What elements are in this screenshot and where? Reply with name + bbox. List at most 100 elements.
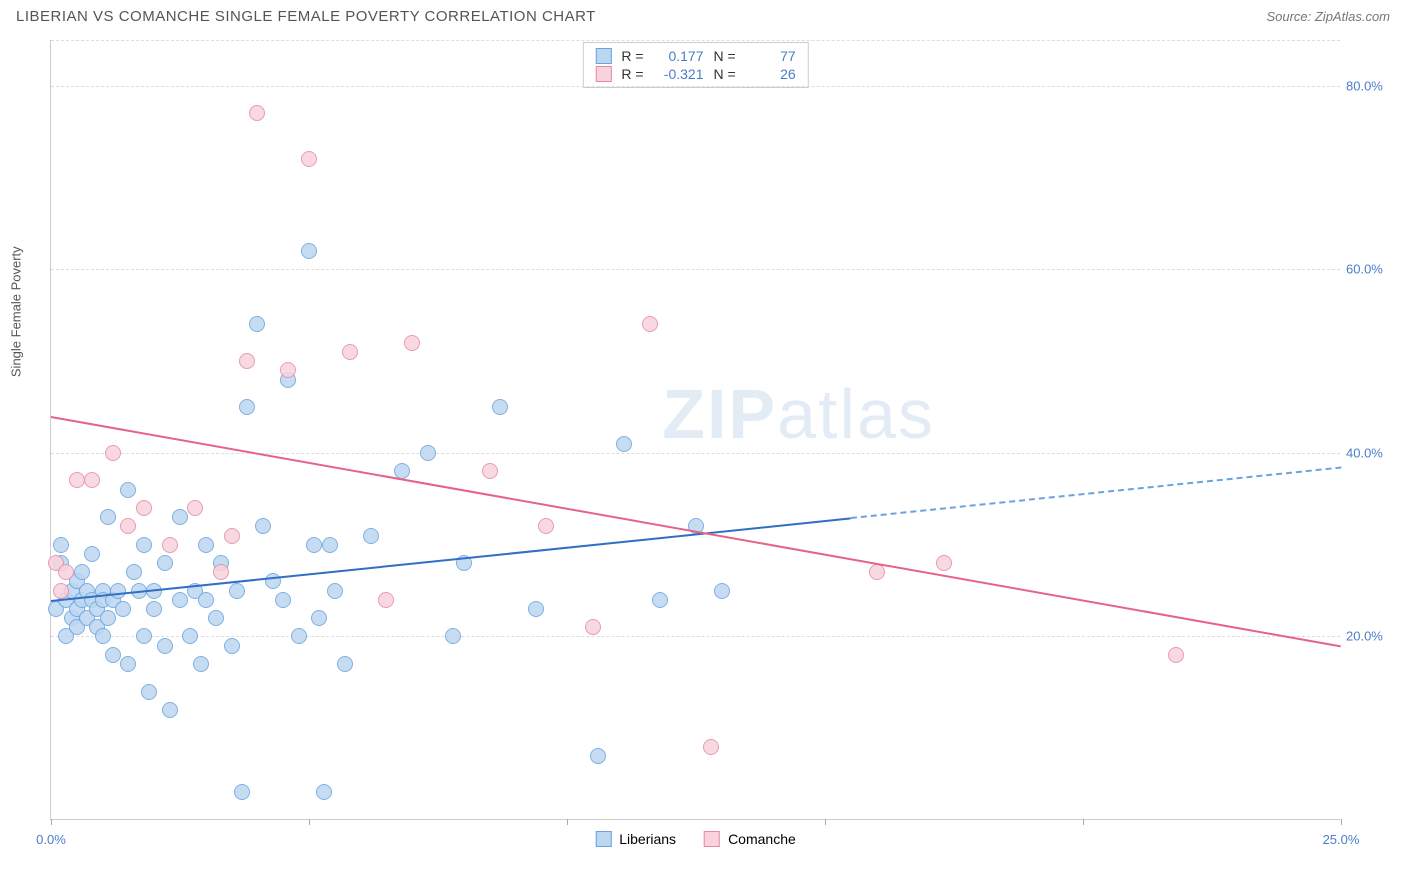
scatter-point [162,702,178,718]
scatter-point [590,748,606,764]
scatter-point [249,316,265,332]
scatter-point [100,509,116,525]
scatter-point [136,500,152,516]
scatter-point [74,564,90,580]
scatter-point [213,564,229,580]
scatter-point [193,656,209,672]
trend-line [51,416,1341,647]
scatter-point [84,546,100,562]
scatter-point [342,344,358,360]
x-tick [309,819,310,825]
scatter-point [136,628,152,644]
x-tick [51,819,52,825]
x-tick [825,819,826,825]
scatter-point [538,518,554,534]
scatter-point [120,482,136,498]
scatter-point [445,628,461,644]
scatter-point [187,500,203,516]
chart-container: Single Female Poverty ZIPatlas R = 0.177… [50,40,1390,830]
bottom-legend-liberians: Liberians [595,831,676,847]
scatter-point [311,610,327,626]
scatter-point [69,472,85,488]
scatter-point [84,472,100,488]
scatter-point [224,528,240,544]
scatter-point [249,105,265,121]
n-label: N = [714,66,736,82]
scatter-point [239,399,255,415]
scatter-point [105,445,121,461]
r-value-liberians: 0.177 [654,48,704,64]
scatter-point [198,537,214,553]
scatter-point [162,537,178,553]
scatter-point [224,638,240,654]
plot-area: ZIPatlas R = 0.177 N = 77 R = -0.321 N =… [50,40,1340,820]
scatter-point [172,592,188,608]
scatter-point [936,555,952,571]
scatter-point [301,243,317,259]
n-value-comanche: 26 [746,66,796,82]
scatter-point [420,445,436,461]
r-value-comanche: -0.321 [654,66,704,82]
swatch-comanche [595,66,611,82]
y-tick-label: 60.0% [1340,262,1390,277]
scatter-point [869,564,885,580]
scatter-point [280,362,296,378]
gridline [51,40,1340,41]
scatter-point [100,610,116,626]
y-axis-title: Single Female Poverty [9,246,24,377]
x-tick [1083,819,1084,825]
scatter-point [275,592,291,608]
scatter-point [404,335,420,351]
scatter-point [528,601,544,617]
bottom-legend-comanche: Comanche [704,831,796,847]
x-tick [567,819,568,825]
watermark-light: atlas [777,375,935,453]
scatter-point [703,739,719,755]
scatter-point [234,784,250,800]
scatter-point [482,463,498,479]
scatter-point [492,399,508,415]
scatter-point [642,316,658,332]
scatter-point [337,656,353,672]
scatter-point [363,528,379,544]
scatter-point [110,583,126,599]
gridline [51,636,1340,637]
swatch-liberians [595,48,611,64]
legend-row-liberians: R = 0.177 N = 77 [595,47,795,65]
scatter-point [291,628,307,644]
watermark-bold: ZIP [662,375,777,453]
scatter-point [306,537,322,553]
source-attribution: Source: ZipAtlas.com [1266,9,1390,24]
scatter-point [105,647,121,663]
scatter-point [1168,647,1184,663]
legend-row-comanche: R = -0.321 N = 26 [595,65,795,83]
scatter-point [120,518,136,534]
scatter-point [378,592,394,608]
scatter-point [141,684,157,700]
n-label: N = [714,48,736,64]
y-tick-label: 40.0% [1340,445,1390,460]
scatter-point [120,656,136,672]
r-label: R = [621,48,643,64]
scatter-point [255,518,271,534]
scatter-point [182,628,198,644]
n-value-liberians: 77 [746,48,796,64]
bottom-legend-label-comanche: Comanche [728,831,796,847]
scatter-point [58,564,74,580]
scatter-point [136,537,152,553]
y-tick-label: 80.0% [1340,78,1390,93]
correlation-legend: R = 0.177 N = 77 R = -0.321 N = 26 [582,42,808,88]
scatter-point [198,592,214,608]
scatter-point [616,436,632,452]
r-label: R = [621,66,643,82]
chart-header: LIBERIAN VS COMANCHE SINGLE FEMALE POVER… [0,0,1406,29]
x-tick-label: 0.0% [36,832,66,847]
gridline [51,453,1340,454]
scatter-point [53,583,69,599]
scatter-point [714,583,730,599]
trend-line [851,467,1341,519]
swatch-liberians-icon [595,831,611,847]
scatter-point [157,638,173,654]
scatter-point [322,537,338,553]
scatter-point [229,583,245,599]
